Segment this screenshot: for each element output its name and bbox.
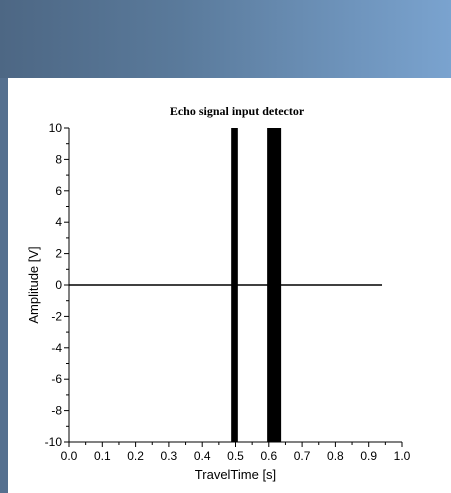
x-tick-label: 0.3	[161, 449, 178, 463]
y-axis-label: Amplitude [V]	[26, 246, 41, 323]
y-tick-label: -8	[51, 404, 62, 418]
y-tick-label: -10	[45, 435, 63, 449]
x-tick-label: 0.8	[327, 449, 344, 463]
x-axis-label: TravelTime [s]	[195, 467, 276, 482]
x-tick-label: 0.2	[127, 449, 144, 463]
y-tick-label: 2	[55, 247, 62, 261]
echo-pulse	[231, 128, 238, 442]
x-tick-label: 0.9	[360, 449, 377, 463]
chart-title: Echo signal input detector	[169, 104, 305, 118]
y-tick-label: -2	[51, 309, 62, 323]
x-tick-label: 0.4	[194, 449, 211, 463]
echo-pulse	[267, 128, 282, 442]
y-tick-label: 6	[55, 184, 62, 198]
x-tick-label: 0.0	[61, 449, 78, 463]
y-tick-label: 8	[55, 152, 62, 166]
x-tick-label: 0.7	[294, 449, 311, 463]
chart-ticks: 10 8 6 4 2 0 -2 -4 -6 -8 -100.0 0.1 0.2 0.3 0.4 0.5 0.6 0…	[45, 121, 411, 463]
header-banner	[0, 0, 451, 78]
y-tick-label: 0	[55, 278, 62, 292]
x-tick-label: 0.5	[227, 449, 244, 463]
x-tick-label: 1.0	[394, 449, 411, 463]
y-tick-label: -4	[51, 341, 62, 355]
y-tick-label: 4	[55, 215, 62, 229]
left-rail	[0, 78, 8, 493]
y-tick-label: -6	[51, 372, 62, 386]
y-tick-label: 10	[49, 121, 63, 135]
chart-marks	[69, 128, 383, 442]
x-tick-label: 0.1	[94, 449, 111, 463]
x-tick-label: 0.6	[260, 449, 277, 463]
